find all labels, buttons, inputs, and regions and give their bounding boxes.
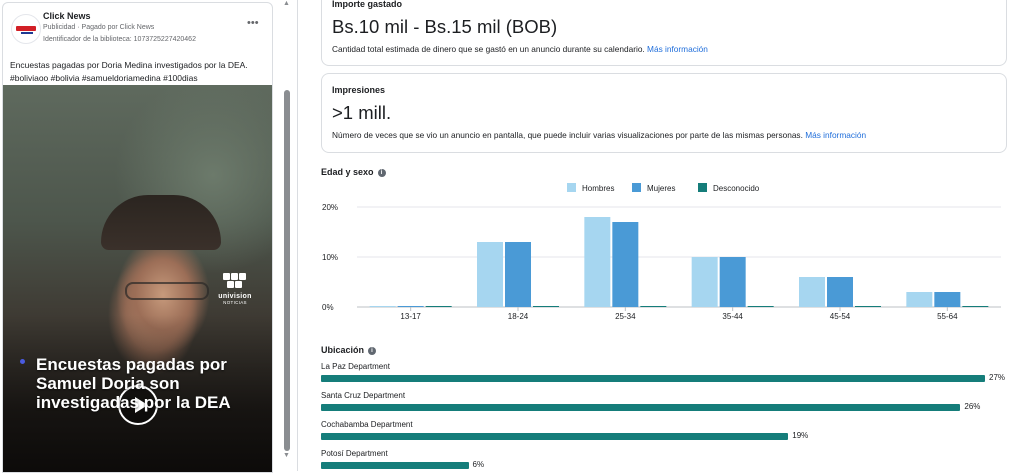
location-name: Cochabamba Department (321, 420, 413, 429)
amount-title: Importe gastado (332, 0, 403, 9)
info-icon[interactable]: i (368, 347, 377, 355)
univision-mark-icon (223, 273, 247, 291)
bar-desconocido (640, 306, 667, 307)
amount-value: Bs.10 mil - Bs.15 mil (BOB) (332, 16, 558, 37)
amount-more-info-link[interactable]: Más información (647, 44, 708, 54)
bar-mujeres (397, 306, 424, 307)
location-bar-track (321, 404, 985, 411)
location-bar (321, 462, 469, 469)
click-news-logo-accent (21, 32, 33, 34)
ad-video[interactable]: univision NOTICIAS (3, 85, 272, 472)
location-bar-track (321, 433, 985, 440)
location-percent: 19% (792, 431, 809, 440)
amount-description-text: Cantidad total estimada de dinero que se… (332, 44, 645, 54)
bar-desconocido (855, 306, 881, 307)
page-avatar[interactable] (11, 14, 41, 44)
univision-sub: NOTICIAS (223, 300, 247, 305)
bar-desconocido (747, 306, 774, 307)
more-options-icon[interactable]: ••• (247, 17, 259, 29)
x-tick-label: 13-17 (400, 312, 421, 321)
location-percent: 26% (964, 402, 981, 411)
bullet-dot-icon (20, 359, 25, 364)
univision-logo: univision NOTICIAS (216, 273, 254, 305)
x-tick-label: 45-54 (830, 312, 851, 321)
bar-hombres (906, 292, 933, 307)
legend-item-mujeres[interactable]: Mujeres (632, 183, 675, 193)
video-person-glasses (125, 282, 209, 300)
location-percent: 27% (989, 373, 1006, 382)
univision-name: univision (218, 293, 252, 300)
legend-item-hombres[interactable]: Hombres (567, 183, 614, 193)
video-person-hair (101, 195, 221, 250)
impressions-description-text: Número de veces que se vio un anuncio en… (332, 130, 803, 140)
impressions-description: Número de veces que se vio un anuncio en… (332, 130, 866, 140)
bar-mujeres (934, 292, 961, 307)
location-bar-track (321, 462, 985, 469)
bar-hombres (799, 277, 825, 307)
location-bar (321, 375, 985, 382)
location-title: Ubicación i (321, 345, 377, 355)
impressions-title: Impresiones (332, 85, 386, 95)
location-name: Santa Cruz Department (321, 391, 406, 400)
age-gender-bar-chart: 0% 10% 20% 13-17 18-24 25-34 35-44 45-54 55-64 (322, 203, 1001, 321)
bar-hombres (584, 217, 611, 307)
age-gender-title-text: Edad y sexo (321, 167, 374, 177)
impressions-card: Impresiones >1 mill. Número de veces que… (321, 73, 1007, 153)
x-tick-label: 25-34 (615, 312, 636, 321)
location-bar (321, 433, 789, 440)
video-headline: Encuestas pagadas por Samuel Doria son i… (36, 355, 231, 412)
click-news-logo-icon (16, 26, 36, 31)
legend-label: Hombres (582, 184, 615, 193)
scroll-up-icon[interactable]: ▲ (283, 0, 290, 7)
bar-desconocido (425, 306, 452, 307)
bar-mujeres (505, 242, 531, 307)
legend-swatch (632, 183, 641, 192)
bar-mujeres (719, 257, 746, 307)
amount-description: Cantidad total estimada de dinero que se… (332, 44, 708, 54)
legend-swatch (698, 183, 707, 192)
impressions-more-info-link[interactable]: Más información (805, 130, 867, 140)
panel-divider (297, 0, 298, 471)
location-title-text: Ubicación (321, 345, 365, 355)
amount-spent-card: Importe gastado Bs.10 mil - Bs.15 mil (B… (321, 0, 1007, 66)
impressions-value: >1 mill. (332, 102, 392, 123)
y-tick-label: 0% (322, 303, 334, 312)
legend-label: Mujeres (647, 184, 676, 193)
bar-mujeres (827, 277, 853, 307)
ad-hashtags: #boliviaoo #bolivia #samueldoriamedina #… (10, 73, 198, 83)
bar-desconocido (533, 306, 559, 307)
ad-body-text: Encuestas pagadas por Doria Medina inves… (10, 59, 265, 85)
ad-text-line: Encuestas pagadas por Doria Medina inves… (10, 60, 248, 70)
bar-desconocido (962, 306, 989, 307)
location-bar-track (321, 375, 985, 382)
age-gender-title: Edad y sexo i (321, 167, 386, 177)
scroll-down-icon[interactable]: ▼ (283, 452, 290, 459)
bar-hombres (369, 306, 396, 307)
y-tick-label: 20% (322, 203, 338, 212)
location-percent: 6% (472, 460, 485, 469)
location-bar (321, 404, 961, 411)
page-name[interactable]: Click News (43, 11, 91, 21)
ad-header: Click News Publicidad · Pagado por Click… (3, 3, 272, 55)
ad-card: Click News Publicidad · Pagado por Click… (2, 2, 273, 473)
bar-mujeres (612, 222, 639, 307)
legend-label: Desconocido (713, 184, 760, 193)
legend-swatch (567, 183, 576, 192)
scrollbar-thumb[interactable] (284, 90, 290, 451)
legend-item-desconocido[interactable]: Desconocido (698, 183, 759, 193)
x-tick-label: 55-64 (937, 312, 958, 321)
x-tick-label: 18-24 (508, 312, 529, 321)
sponsored-label: Publicidad · Pagado por Click News (43, 24, 155, 31)
location-name: Potosí Department (321, 449, 388, 458)
location-name: La Paz Department (321, 362, 390, 371)
y-tick-label: 10% (322, 253, 338, 262)
bar-hombres (477, 242, 503, 307)
library-id: Identificador de la biblioteca: 10737252… (43, 36, 196, 43)
x-tick-label: 35-44 (722, 312, 743, 321)
play-icon[interactable] (118, 385, 158, 425)
bar-hombres (691, 257, 718, 307)
info-icon[interactable]: i (377, 169, 386, 177)
